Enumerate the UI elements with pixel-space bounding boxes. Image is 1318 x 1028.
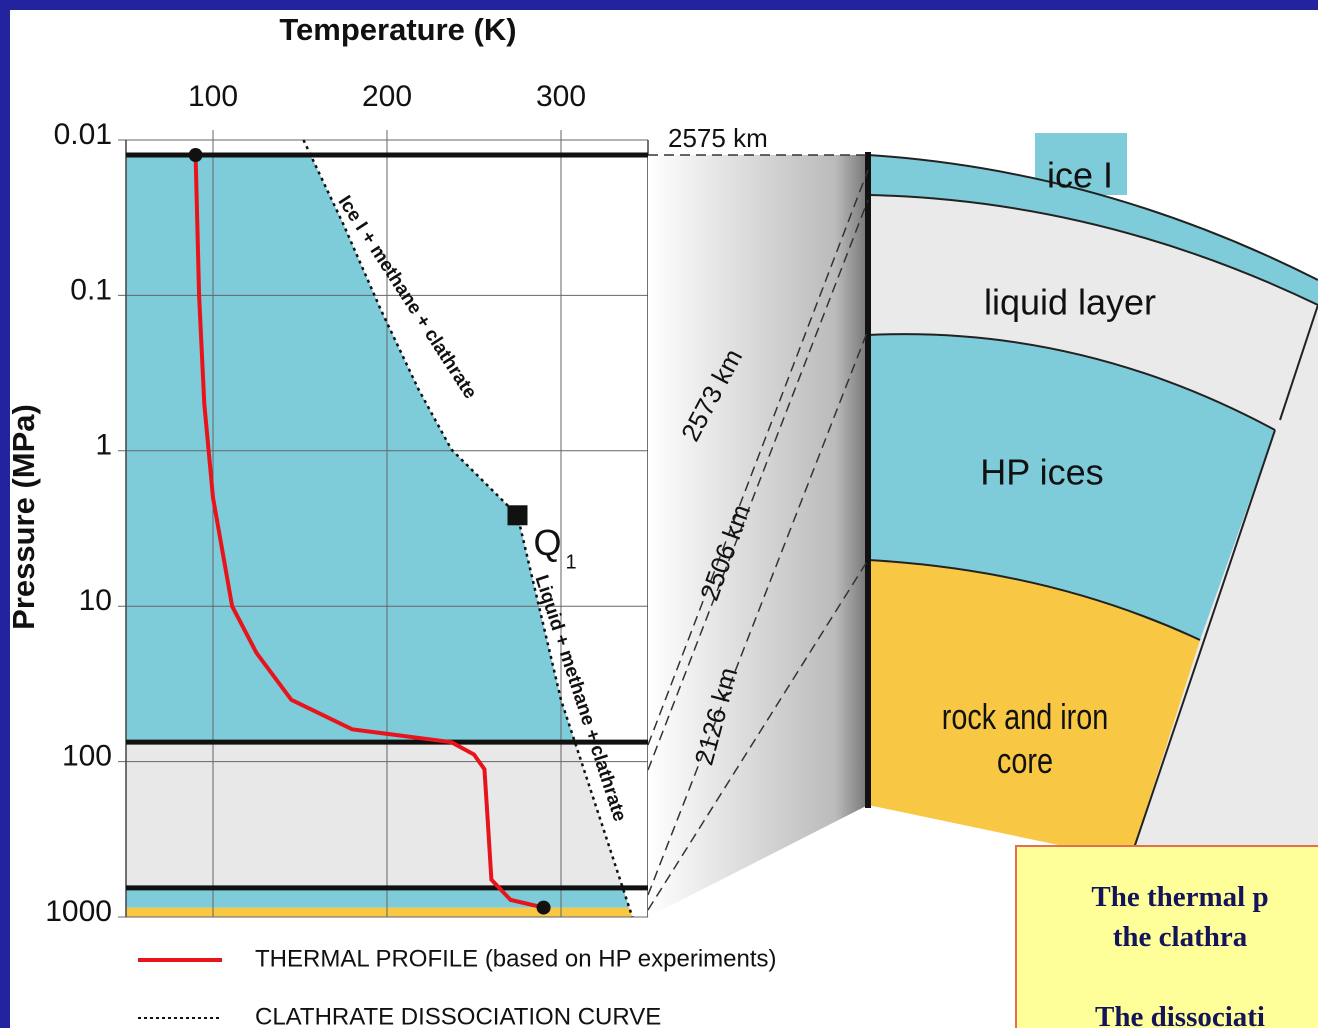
y-tick-label: 1000 [45, 895, 112, 928]
page: {"chart_data": {"type": "line", "x_label… [0, 0, 1318, 1028]
y-tick-label: 0.1 [70, 273, 112, 306]
note-box: The thermal p the clathra The dissociati [1015, 845, 1318, 1028]
layer-region [126, 888, 629, 908]
x-tick-label: 300 [536, 80, 586, 113]
x-tick-label: 100 [188, 80, 238, 113]
y-axis-title: Pressure (MPa) [10, 404, 41, 630]
y-tick-label: 0.01 [54, 118, 112, 151]
quadruple-point [508, 505, 528, 525]
funnel [648, 155, 868, 917]
layer-region [126, 908, 632, 917]
layer-label: HP ices [980, 452, 1103, 493]
end-point [189, 148, 203, 162]
legend-label: THERMAL PROFILE (based on HP experiments… [255, 945, 777, 972]
y-tick-label: 10 [79, 584, 112, 617]
note-line: The thermal p [1017, 877, 1318, 917]
layer-label: liquid layer [984, 282, 1156, 323]
note-line: the clathra [1017, 917, 1318, 957]
point-subscript: 1 [566, 552, 577, 574]
end-point [537, 901, 551, 915]
slide: Temperature (K) Pressure (MPa) 100 200 300… [10, 10, 1318, 1028]
x-axis-title: Temperature (K) [279, 12, 516, 47]
note-line: The dissociati [1017, 997, 1318, 1028]
core-label-box: rock and iron core [920, 695, 1130, 795]
point-label: Q [534, 522, 562, 563]
x-tick-label: 200 [362, 80, 412, 113]
y-tick-label: 1 [95, 429, 112, 462]
layer-label: ice I [1047, 155, 1113, 196]
depth-label: 2575 km [668, 123, 768, 153]
y-tick-label: 100 [62, 740, 112, 773]
legend-label: CLATHRATE DISSOCIATION CURVE [255, 1003, 661, 1028]
layer-label: rock and iron core [941, 695, 1109, 783]
layer-region [126, 742, 623, 888]
